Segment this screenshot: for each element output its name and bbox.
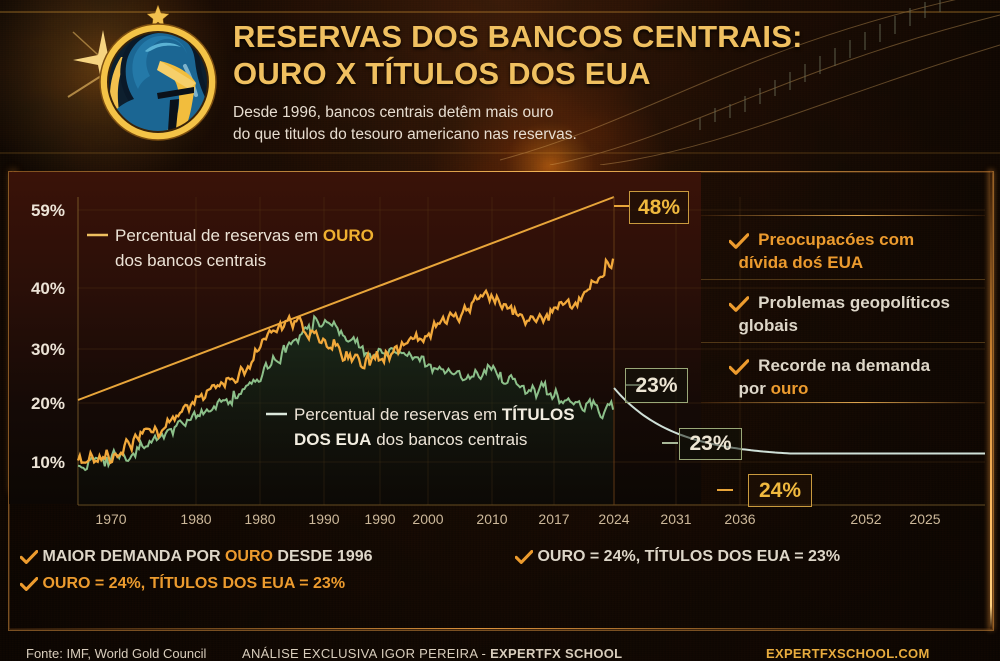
svg-text:1980: 1980 bbox=[244, 511, 275, 527]
svg-text:2031: 2031 bbox=[660, 511, 691, 527]
svg-text:2025: 2025 bbox=[909, 511, 940, 527]
svg-text:Percentual de reservas em TÍTU: Percentual de reservas em TÍTULOS bbox=[294, 405, 575, 424]
svg-text:1970: 1970 bbox=[95, 511, 126, 527]
svg-text:2036: 2036 bbox=[724, 511, 755, 527]
svg-text:20%: 20% bbox=[31, 394, 65, 413]
svg-text:dos bancos centrais: dos bancos centrais bbox=[115, 251, 266, 270]
svg-text:DOS EUA dos bancos centrais: DOS EUA dos bancos centrais bbox=[294, 430, 527, 449]
svg-text:2017: 2017 bbox=[538, 511, 569, 527]
svg-text:Percentual de reservas em OURO: Percentual de reservas em OURO bbox=[115, 226, 374, 245]
svg-text:30%: 30% bbox=[31, 340, 65, 359]
svg-text:1980: 1980 bbox=[180, 511, 211, 527]
svg-text:10%: 10% bbox=[31, 453, 65, 472]
svg-text:2000: 2000 bbox=[412, 511, 443, 527]
svg-text:2052: 2052 bbox=[850, 511, 881, 527]
svg-text:59%: 59% bbox=[31, 201, 65, 220]
svg-text:2024: 2024 bbox=[598, 511, 629, 527]
svg-text:2010: 2010 bbox=[476, 511, 507, 527]
svg-text:1990: 1990 bbox=[308, 511, 339, 527]
svg-text:1990: 1990 bbox=[364, 511, 395, 527]
svg-text:40%: 40% bbox=[31, 279, 65, 298]
